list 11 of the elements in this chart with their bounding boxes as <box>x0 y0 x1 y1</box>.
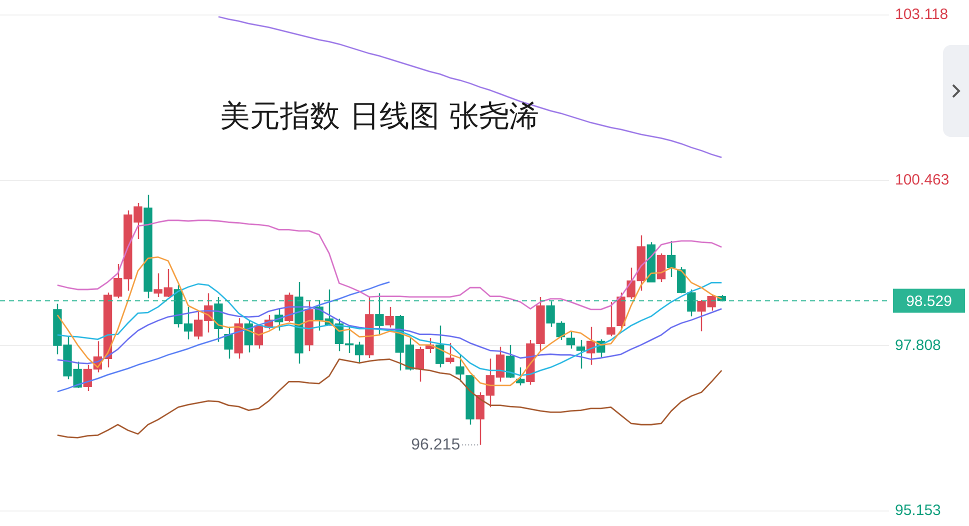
candlestick <box>385 306 394 328</box>
candlestick <box>375 292 384 335</box>
annotation: 96.215 <box>411 436 460 454</box>
y-tick-label: 100.463 <box>895 171 950 188</box>
y-tick-label: 95.153 <box>895 502 941 520</box>
candlestick <box>456 354 464 382</box>
text: 美元指数 日线图 张尧浠 <box>220 98 540 136</box>
ref-line-label: 98.529 <box>906 292 952 310</box>
y-tick-label: 103.118 <box>895 6 948 24</box>
candlestick <box>606 301 616 337</box>
y-tick-label: 97.808 <box>895 336 941 354</box>
